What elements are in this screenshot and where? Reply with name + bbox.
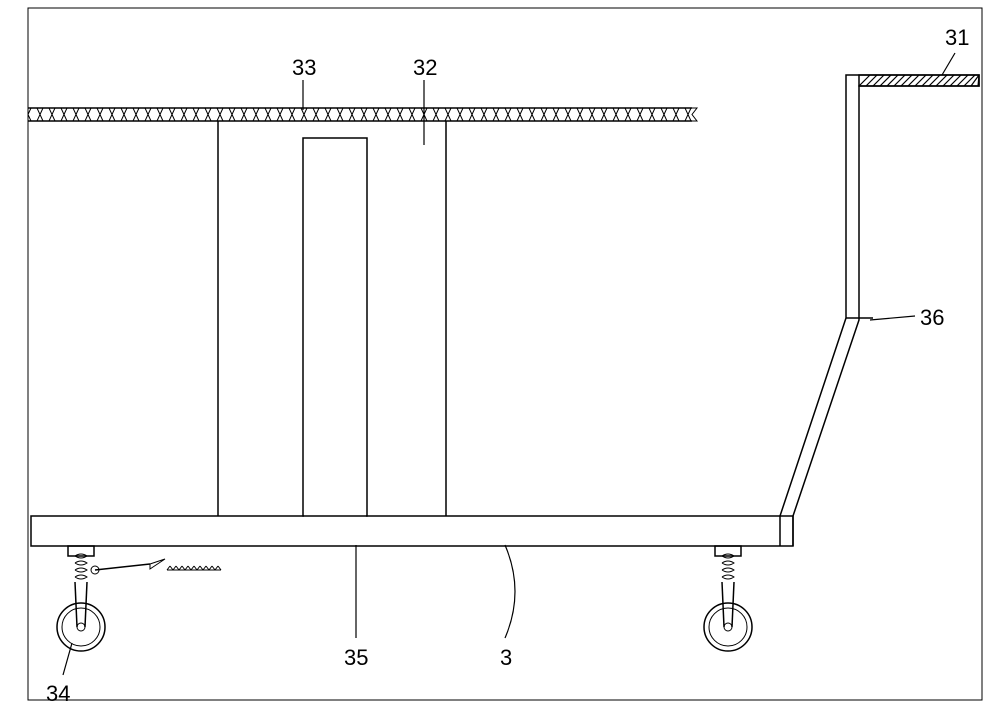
label-33: 33 xyxy=(292,55,316,81)
label-3: 3 xyxy=(500,645,512,671)
label-34: 34 xyxy=(46,681,70,707)
label-35: 35 xyxy=(344,645,368,671)
technical-drawing xyxy=(0,0,1000,708)
label-31: 31 xyxy=(945,25,969,51)
label-32: 32 xyxy=(413,55,437,81)
label-36: 36 xyxy=(920,305,944,331)
